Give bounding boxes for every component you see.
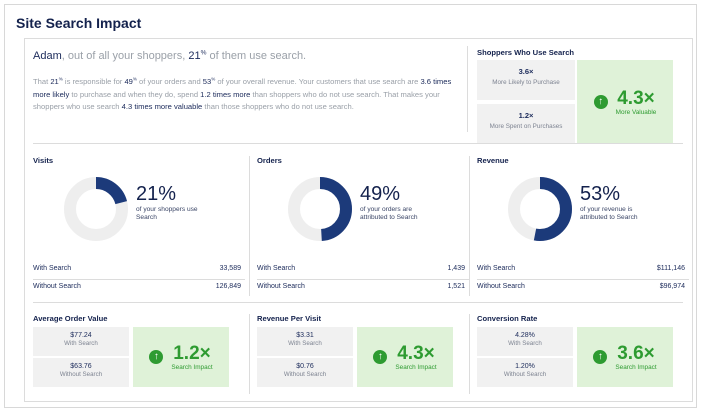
report-body: Adam, out of all your shoppers, 21% of t… bbox=[24, 38, 693, 402]
divider bbox=[33, 143, 683, 144]
section-title: Visits bbox=[33, 156, 54, 165]
with-search-tile: 4.28% With Search bbox=[477, 327, 573, 356]
revenue-per-visit-section: Revenue Per Visit $3.31 With Search $0.7… bbox=[257, 314, 471, 394]
divider bbox=[469, 314, 470, 394]
orders-section: Orders 49% of your orders are attributed… bbox=[257, 156, 469, 296]
divider bbox=[249, 314, 250, 394]
with-search-tile: $3.31 With Search bbox=[257, 327, 353, 356]
orders-donut bbox=[288, 177, 352, 241]
revenue-donut bbox=[508, 177, 572, 241]
visits-description: of your shoppers use Search bbox=[136, 206, 198, 221]
without-search-row: Without Search 126,849 bbox=[33, 279, 245, 290]
user-name: Adam bbox=[33, 50, 62, 62]
section-title: Conversion Rate bbox=[477, 314, 538, 323]
revenue-section: Revenue 53% of your revenue is attribute… bbox=[477, 156, 689, 296]
search-impact-tile: ↑ 4.3× Search Impact bbox=[357, 327, 453, 387]
without-search-tile: 1.20% Without Search bbox=[477, 358, 573, 387]
shoppers-who-use-search: Shoppers Who Use Search 3.6× More Likely… bbox=[477, 48, 691, 144]
section-title: Revenue bbox=[477, 156, 509, 165]
with-search-row: With Search 33,589 bbox=[33, 265, 241, 272]
section-title: Orders bbox=[257, 156, 282, 165]
without-search-tile: $0.76 Without Search bbox=[257, 358, 353, 387]
revenue-description: of your revenue is attributed to Search bbox=[580, 206, 638, 221]
divider bbox=[33, 302, 683, 303]
arrow-up-circle-icon: ↑ bbox=[149, 350, 164, 364]
donut-arc bbox=[288, 177, 352, 241]
search-impact-tile: ↑ 1.2× Search Impact bbox=[133, 327, 229, 387]
page-title: Site Search Impact bbox=[16, 15, 142, 31]
search-impact-tile: ↑ 3.6× Search Impact bbox=[577, 327, 673, 387]
intro-section: Adam, out of all your shoppers, 21% of t… bbox=[33, 48, 463, 114]
section-title: Shoppers Who Use Search bbox=[477, 48, 575, 57]
with-search-row: With Search 1,439 bbox=[257, 265, 465, 272]
divider bbox=[249, 156, 250, 296]
arrow-up-circle-icon: ↑ bbox=[593, 95, 608, 109]
orders-description: of your orders are attributed to Search bbox=[360, 206, 418, 221]
without-search-row: Without Search $96,974 bbox=[477, 279, 689, 290]
likely-to-purchase-tile: 3.6× More Likely to Purchase bbox=[477, 60, 575, 100]
section-title: Revenue Per Visit bbox=[257, 314, 322, 323]
intro-headline: Adam, out of all your shoppers, 21% of t… bbox=[33, 49, 307, 62]
intro-paragraph: That 21% is responsible for 49% of your … bbox=[33, 76, 452, 112]
arrow-up-circle-icon: ↑ bbox=[373, 350, 388, 364]
visits-section: Visits 21% of your shoppers use Search W… bbox=[33, 156, 245, 296]
visits-donut bbox=[64, 177, 128, 241]
without-search-row: Without Search 1,521 bbox=[257, 279, 469, 290]
arrow-up-circle-icon: ↑ bbox=[593, 350, 608, 364]
more-spent-tile: 1.2× More Spent on Purchases bbox=[477, 104, 575, 144]
orders-percent: 49% bbox=[360, 183, 401, 205]
revenue-percent: 53% bbox=[580, 183, 621, 205]
visits-percent: 21% bbox=[136, 183, 177, 205]
without-search-tile: $63.76 Without Search bbox=[33, 358, 129, 387]
conversion-rate-section: Conversion Rate 4.28% With Search 1.20% … bbox=[477, 314, 691, 394]
search-share: 21% bbox=[188, 49, 207, 62]
divider bbox=[469, 156, 470, 296]
report-card: Site Search Impact Adam, out of all your… bbox=[4, 4, 697, 408]
divider bbox=[467, 46, 468, 132]
section-title: Average Order Value bbox=[33, 314, 108, 323]
with-search-row: With Search $111,146 bbox=[477, 265, 685, 272]
average-order-value-section: Average Order Value $77.24 With Search $… bbox=[33, 314, 247, 394]
donut-arc bbox=[508, 177, 572, 241]
more-valuable-tile: ↑ 4.3× More Valuable bbox=[577, 60, 673, 144]
donut-arc bbox=[64, 177, 128, 241]
with-search-tile: $77.24 With Search bbox=[33, 327, 129, 356]
